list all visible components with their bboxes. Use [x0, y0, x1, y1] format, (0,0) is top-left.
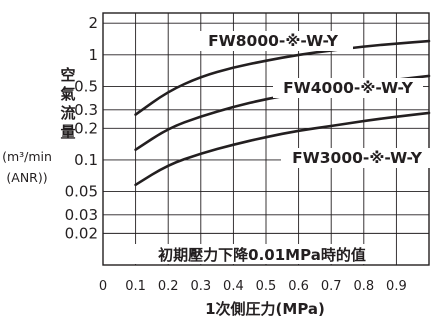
x-tick-label: 0.7	[321, 279, 342, 294]
x-tick-label: 0.3	[190, 279, 211, 294]
x-tick-label: 0	[99, 279, 107, 294]
x-tick-label: 0.1	[125, 279, 146, 294]
y-tick-label: 1	[88, 46, 98, 64]
y-axis-title: 空 氣 流 量	[60, 66, 76, 142]
y-tick-label: 0.3	[74, 101, 98, 119]
annotation-box	[130, 244, 394, 264]
y-axis-unit: (m³/min (ANR))	[0, 146, 54, 188]
y-axis-unit-line: (ANR))	[6, 170, 48, 185]
series-label: FW8000-※-W-Y	[208, 32, 339, 50]
x-tick-label: 0.2	[158, 279, 179, 294]
y-axis-title-char: 空	[60, 66, 76, 84]
y-tick-label: 0.5	[74, 77, 98, 95]
series-line	[134, 39, 431, 116]
series-labels: FW8000-※-W-Y FW4000-※-W-Y FW3000-※-W-Y	[193, 31, 433, 168]
series-label-bg	[273, 78, 423, 98]
x-tick-label: 0.9	[386, 279, 407, 294]
y-axis-unit-line: (m³/min	[2, 149, 52, 164]
x-tick-label: 0.4	[223, 279, 244, 294]
x-tick-label: 0.6	[288, 279, 309, 294]
y-axis-title-char: 氣	[60, 85, 76, 103]
y-tick-labels: 2 1 0.5 0.30.2 0.1 0.05 0.030.02	[65, 14, 98, 242]
y-tick-label: 2	[88, 14, 98, 32]
y-tick-label: 0.1	[74, 151, 98, 169]
y-axis-title-char: 量	[60, 123, 76, 141]
series-label: FW3000-※-W-Y	[292, 149, 423, 167]
x-tick-label: 0.5	[256, 279, 277, 294]
y-tick-label: 0.05	[65, 183, 98, 201]
y-tick-label: 0.2	[74, 119, 98, 137]
y-tick-label: 0.02	[65, 224, 98, 242]
annotation-text: 初期壓力下降0.01MPa時的值	[158, 246, 366, 264]
x-tick-labels: 0 0.1 0.2 0.3 0.4 0.5 0.6 0.7 0.8 0.9	[99, 279, 407, 294]
y-tick-label: 0.03	[65, 206, 98, 224]
series-label: FW4000-※-W-Y	[283, 79, 414, 97]
series-label-bg	[193, 31, 353, 51]
y-axis-title-char: 流	[60, 104, 76, 122]
series-line	[134, 111, 431, 187]
x-axis-title: 1次側圧力(MPa)	[205, 300, 325, 318]
series-label-bg	[281, 148, 433, 168]
x-tick-label: 0.8	[353, 279, 374, 294]
